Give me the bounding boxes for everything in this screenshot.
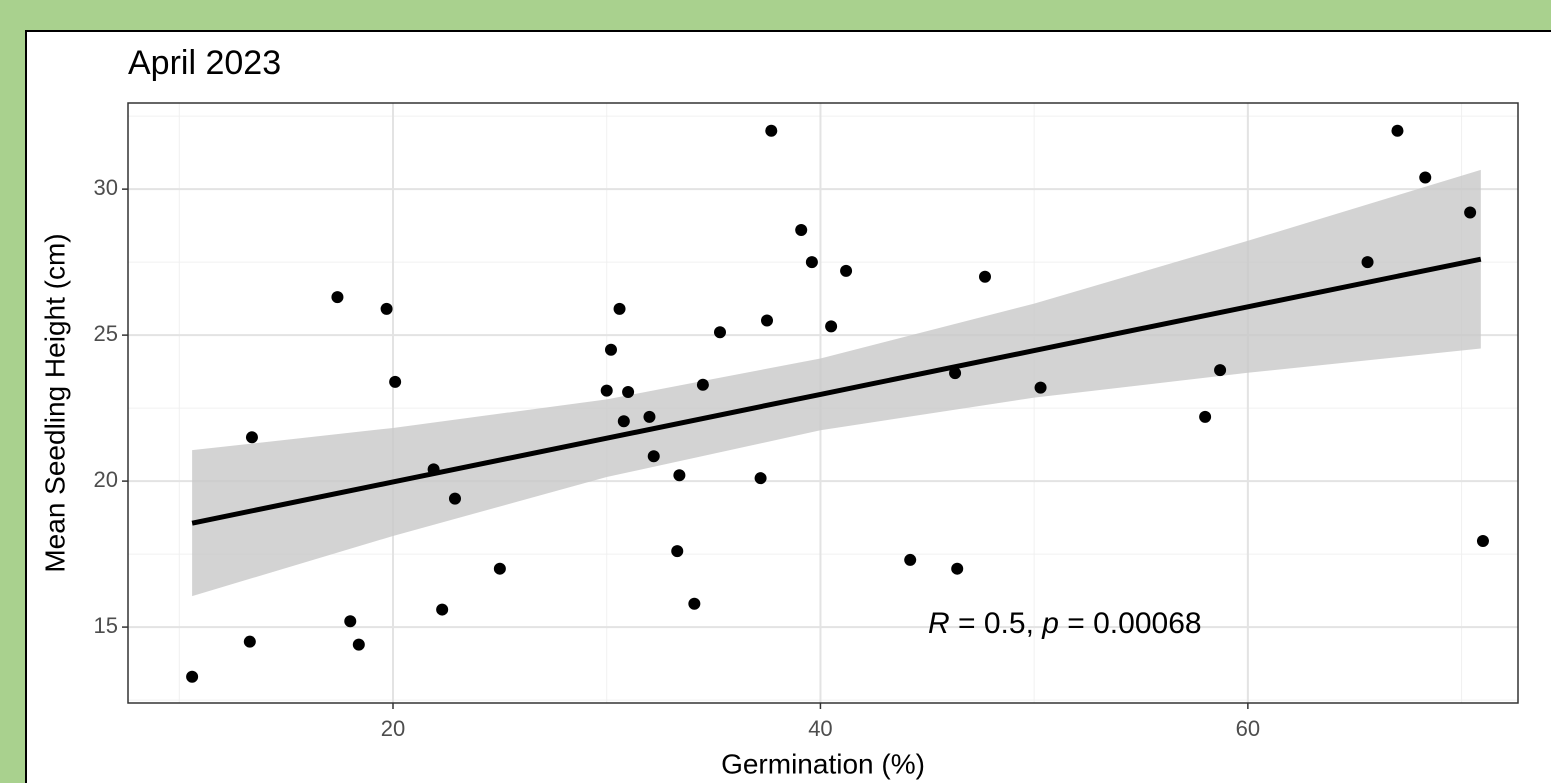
data-point <box>331 291 344 304</box>
data-point <box>673 469 686 482</box>
data-point <box>344 615 357 628</box>
data-point <box>600 384 613 397</box>
chart-title: April 2023 <box>128 44 281 82</box>
data-point <box>765 124 778 137</box>
data-point <box>840 264 853 277</box>
annotation-part: = 0.5, <box>950 607 1043 640</box>
y-tick-label: 30 <box>94 175 118 200</box>
data-point <box>754 472 767 485</box>
data-point <box>1419 171 1432 184</box>
data-point <box>1214 364 1227 377</box>
data-point <box>448 492 461 505</box>
data-point <box>647 450 660 463</box>
annotation: R = 0.5, p = 0.00068 <box>928 607 1202 640</box>
data-point <box>380 302 393 315</box>
data-point <box>389 375 402 388</box>
data-point <box>1199 410 1212 423</box>
data-point <box>1391 124 1404 137</box>
data-point <box>1361 256 1374 269</box>
data-point <box>825 320 838 333</box>
data-point <box>951 562 964 575</box>
annotation-part: R <box>928 607 950 640</box>
data-point <box>643 410 656 423</box>
y-tick-label: 20 <box>94 467 118 492</box>
data-point <box>186 670 199 683</box>
data-point <box>978 270 991 283</box>
data-point <box>805 256 818 269</box>
data-point <box>713 326 726 339</box>
data-point <box>1464 206 1477 219</box>
data-point <box>493 562 506 575</box>
data-point <box>671 545 684 558</box>
data-point <box>245 431 258 444</box>
data-point <box>436 603 449 616</box>
data-point <box>696 378 709 391</box>
confidence-band <box>192 169 1481 597</box>
regression-line <box>191 256 1482 526</box>
data-point <box>604 343 617 356</box>
data-point <box>243 635 256 648</box>
data-point <box>1476 534 1489 547</box>
data-point <box>688 597 701 610</box>
y-axis-title: Mean Seedling Height (cm) <box>39 233 70 572</box>
x-tick-label: 60 <box>1236 716 1260 741</box>
data-point <box>352 638 365 651</box>
y-tick-label: 15 <box>94 613 118 638</box>
data-point <box>949 367 962 380</box>
data-point <box>904 553 917 566</box>
x-tick-label: 40 <box>808 716 832 741</box>
data-point <box>761 314 774 327</box>
data-point <box>613 302 626 315</box>
data-point <box>795 224 808 237</box>
data-point <box>617 415 630 428</box>
data-point <box>622 386 635 399</box>
x-tick-label: 20 <box>381 716 405 741</box>
x-axis-title: Germination (%) <box>721 748 925 779</box>
y-tick-label: 25 <box>94 321 118 346</box>
data-point <box>1034 381 1047 394</box>
annotation-part: = 0.00068 <box>1059 607 1202 640</box>
plot-border <box>127 102 1519 704</box>
annotation-part: p <box>1041 607 1059 640</box>
